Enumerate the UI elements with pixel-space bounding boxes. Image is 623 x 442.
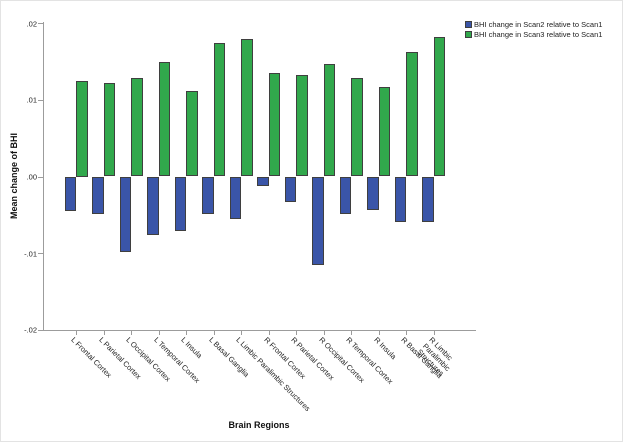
bar-scan2: [92, 176, 104, 215]
bar-scan3: [213, 43, 225, 177]
x-axis-line: [43, 329, 476, 331]
x-tick-mark: [268, 330, 270, 335]
bar-scan3: [296, 74, 308, 177]
x-tick-label: L Insula: [179, 334, 205, 360]
bar-scan2: [284, 176, 296, 202]
bar-scan2: [257, 176, 269, 187]
bar-scan2: [64, 176, 76, 211]
x-tick-mark: [213, 330, 215, 335]
bar-scan3: [241, 38, 253, 177]
bar-scan3: [158, 62, 170, 177]
x-tick-mark: [378, 330, 380, 335]
x-tick-mark: [76, 330, 77, 335]
legend-item: BHI change in Scan2 relative to Scan1: [465, 19, 603, 29]
y-tick-label: .01: [26, 95, 37, 105]
y-tick-mark: [38, 176, 43, 178]
legend-label: BHI change in Scan3 relative to Scan1: [474, 29, 603, 39]
x-tick-mark: [158, 330, 160, 335]
x-axis-title: Brain Regions: [228, 420, 290, 430]
y-axis-line: [43, 22, 44, 331]
x-tick-mark: [131, 330, 132, 335]
x-tick-mark: [406, 330, 407, 335]
bar-scan3: [433, 37, 445, 177]
legend-swatch-scan3-icon: [465, 30, 472, 38]
bar-scan2: [422, 176, 434, 223]
bar-scan3: [186, 90, 198, 177]
y-tick-mark: [38, 253, 43, 255]
x-tick-mark: [296, 330, 297, 335]
bar-scan3: [351, 78, 363, 177]
x-tick-label: R Insula: [371, 334, 398, 361]
bar-scan2: [312, 176, 324, 266]
bar-scan2: [119, 176, 131, 253]
bar-scan2: [339, 176, 351, 215]
bar-scan3: [76, 80, 88, 177]
legend-swatch-scan2-icon: [465, 20, 472, 28]
bar-scan2: [202, 176, 214, 215]
bar-scan3: [268, 73, 280, 177]
x-tick-mark: [241, 330, 242, 335]
y-tick-mark: [38, 329, 43, 331]
y-tick-label: -.02: [24, 325, 37, 335]
bar-scan3: [378, 86, 390, 177]
legend-label: BHI change in Scan2 relative to Scan1: [474, 19, 603, 29]
bar-scan2: [147, 176, 159, 235]
bar-scan2: [174, 176, 186, 231]
bar-scan3: [323, 63, 335, 177]
bar-scan2: [394, 176, 406, 223]
y-tick-label: .00: [26, 172, 37, 182]
bar-scan3: [103, 83, 115, 177]
y-tick-mark: [38, 99, 43, 101]
bar-scan2: [367, 176, 379, 211]
y-tick-label: .02: [26, 19, 37, 29]
bar-scan2: [229, 176, 241, 219]
x-tick-mark: [186, 330, 187, 335]
x-tick-mark: [351, 330, 352, 335]
bar-scan3: [131, 77, 143, 177]
bar-scan3: [406, 52, 418, 177]
y-tick-mark: [38, 23, 43, 25]
x-tick-mark: [323, 330, 325, 335]
x-tick-mark: [103, 330, 105, 335]
legend-item: BHI change in Scan3 relative to Scan1: [465, 29, 603, 39]
x-tick-mark: [433, 330, 435, 335]
x-tick-label: R Limbic Paralimbic Structures: [414, 334, 454, 378]
y-tick-label: -.01: [24, 249, 37, 259]
